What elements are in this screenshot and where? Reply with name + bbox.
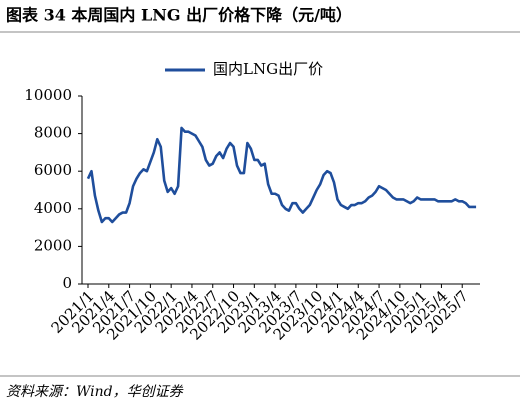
legend-label: 国内LNG出厂价 bbox=[213, 60, 323, 78]
y-tick-label: 6000 bbox=[34, 161, 72, 179]
y-tick-label: 8000 bbox=[34, 124, 72, 142]
chart-title: 图表 34 本周国内 LNG 出厂价格下降（元/吨） bbox=[6, 6, 352, 25]
y-tick-label: 0 bbox=[62, 274, 72, 292]
series-line bbox=[86, 126, 477, 224]
source: 资料来源：Wind，华创证券 bbox=[6, 384, 184, 400]
y-tick-label: 10000 bbox=[24, 86, 72, 104]
y-tick-label: 2000 bbox=[34, 236, 72, 254]
y-tick-label: 4000 bbox=[34, 199, 72, 217]
